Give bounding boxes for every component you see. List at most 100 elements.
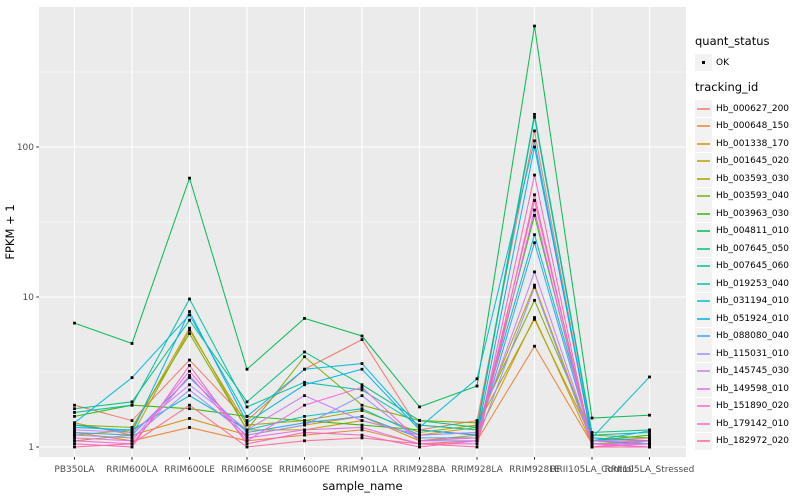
legend-item-Hb_115031_010: Hb_115031_010 xyxy=(695,345,799,362)
series-color-swatch xyxy=(697,195,710,197)
data-point xyxy=(360,388,364,392)
data-point xyxy=(533,213,536,217)
legend-item-Hb_051924_010: Hb_051924_010 xyxy=(695,310,799,327)
data-point xyxy=(418,426,421,429)
series-color-swatch xyxy=(697,160,710,162)
data-point xyxy=(533,285,536,289)
data-point xyxy=(418,405,421,409)
legend-item-Hb_088080_040: Hb_088080_040 xyxy=(695,327,799,345)
data-point xyxy=(303,394,306,398)
data-point xyxy=(73,442,76,446)
legend-key-line-icon xyxy=(695,310,712,327)
data-point xyxy=(188,332,191,336)
legend-key-line-icon xyxy=(695,170,712,187)
legend-item-label: Hb_051924_010 xyxy=(716,313,790,324)
data-point xyxy=(418,428,421,432)
data-point xyxy=(188,383,191,387)
series-color-swatch xyxy=(697,405,710,407)
data-point xyxy=(303,367,306,371)
data-point xyxy=(245,431,249,434)
legend-item-Hb_149598_010: Hb_149598_010 xyxy=(695,380,799,397)
y-tick-label: 100 xyxy=(17,143,34,153)
x-tick-label: RRIM600PE xyxy=(279,465,331,475)
x-tick-label: RRII105LA_Stressed xyxy=(605,465,695,475)
data-point xyxy=(188,417,191,420)
data-point xyxy=(245,436,249,440)
legend-key-line-icon xyxy=(695,187,712,205)
legend-item-label: Hb_001338_170 xyxy=(716,138,790,149)
legend-item-ok: OK xyxy=(695,54,799,71)
data-point xyxy=(130,426,134,429)
legend: quant_status OK tracking_id Hb_000627_20… xyxy=(695,35,799,450)
data-point xyxy=(418,436,421,440)
y-tick-label: 10 xyxy=(23,293,35,303)
series-color-swatch xyxy=(697,370,710,372)
data-point xyxy=(533,317,536,321)
data-point xyxy=(648,429,651,433)
data-point xyxy=(303,431,306,434)
series-color-swatch xyxy=(697,335,710,337)
x-tick-label: RRIM600LA xyxy=(106,465,158,475)
legend-key-line-icon xyxy=(695,380,712,397)
series-color-swatch xyxy=(697,422,710,425)
data-point xyxy=(130,442,134,446)
data-point xyxy=(130,431,134,434)
legend-item-label: Hb_004811_010 xyxy=(716,226,790,236)
legend-item-Hb_000648_150: Hb_000648_150 xyxy=(695,117,799,135)
data-points xyxy=(73,24,651,449)
series-color-swatch xyxy=(697,440,710,442)
data-point xyxy=(245,405,249,409)
data-point xyxy=(418,423,421,427)
legend-item-label: Hb_115031_010 xyxy=(716,348,790,359)
series-color-swatch xyxy=(697,177,710,180)
data-point xyxy=(188,328,191,332)
data-point xyxy=(475,421,479,425)
data-point xyxy=(475,426,479,429)
legend-key-line-icon xyxy=(695,117,712,135)
data-point xyxy=(303,383,306,387)
legend-item-Hb_151890_020: Hb_151890_020 xyxy=(695,397,799,415)
series-color-swatch xyxy=(697,247,710,250)
data-point xyxy=(475,433,479,437)
data-point xyxy=(188,374,191,377)
data-point xyxy=(360,367,364,371)
x-axis-title: sample_name xyxy=(322,479,402,493)
data-point xyxy=(130,436,134,440)
data-point xyxy=(303,428,306,432)
data-point xyxy=(73,411,76,414)
data-point xyxy=(245,433,249,437)
data-point xyxy=(188,363,191,367)
series-color-swatch xyxy=(697,300,710,302)
data-point xyxy=(533,298,536,302)
data-point xyxy=(245,442,249,446)
data-point xyxy=(360,419,364,422)
data-point xyxy=(590,445,594,449)
legend-key-line-icon xyxy=(695,100,712,117)
x-tick-label: RRIM901LA xyxy=(336,465,388,475)
series-color-swatch xyxy=(697,317,710,320)
legend-item-label: OK xyxy=(716,57,729,68)
y-axis-tick-labels: 1 10 100 xyxy=(17,143,34,453)
data-point xyxy=(303,421,306,425)
legend-key-line-icon xyxy=(695,397,712,415)
legend-item-label: Hb_001645_020 xyxy=(716,156,790,166)
data-point xyxy=(73,431,76,434)
data-point xyxy=(475,419,479,422)
legend-item-Hb_145745_030: Hb_145745_030 xyxy=(695,362,799,380)
data-point xyxy=(303,439,306,443)
data-point xyxy=(590,436,594,440)
data-point xyxy=(73,436,76,440)
data-point xyxy=(475,423,479,427)
data-point xyxy=(130,439,134,443)
data-point xyxy=(188,376,191,380)
data-point xyxy=(245,414,249,418)
legend-item-Hb_007645_060: Hb_007645_060 xyxy=(695,257,799,275)
data-point xyxy=(360,414,364,418)
data-point xyxy=(73,439,76,443)
data-point xyxy=(303,355,306,359)
legend-item-label: Hb_003593_030 xyxy=(716,173,790,184)
legend-item-label: Hb_088080_040 xyxy=(716,331,790,341)
legend-item-label: Hb_151890_020 xyxy=(716,401,790,411)
data-point xyxy=(245,419,249,422)
